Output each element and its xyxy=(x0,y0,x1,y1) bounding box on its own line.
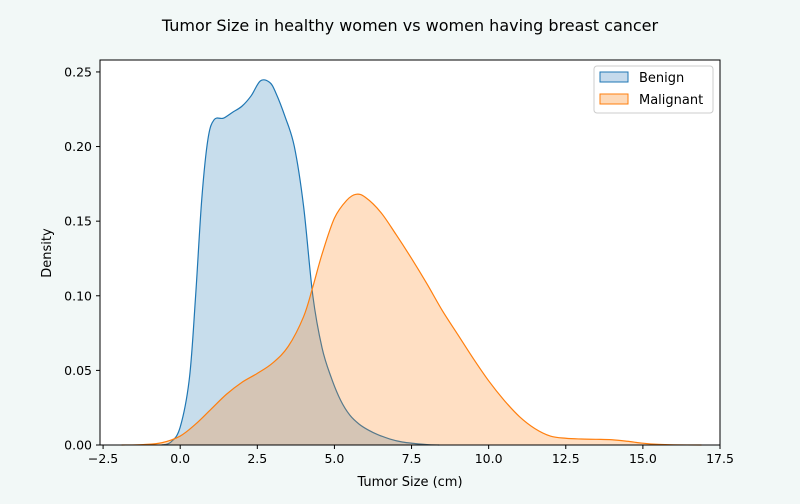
plot-background xyxy=(100,60,720,445)
legend-label-malignant: Malignant xyxy=(639,93,703,108)
y-tick-label: 0.00 xyxy=(64,438,92,453)
legend-label-benign: Benign xyxy=(639,71,684,86)
y-tick-label: 0.05 xyxy=(64,363,92,378)
x-tick-label: 15.0 xyxy=(629,451,657,466)
series-layer xyxy=(121,79,702,446)
x-tick-label: 10.0 xyxy=(475,451,503,466)
y-tick-label: 0.20 xyxy=(64,139,92,154)
y-axis: 0.00 0.05 0.10 0.15 0.20 0.25 xyxy=(64,64,100,453)
density-area-malignant xyxy=(121,194,702,445)
x-tick-label: 7.5 xyxy=(402,451,422,466)
density-line-malignant xyxy=(121,193,702,446)
chart-title: Tumor Size in healthy women vs women hav… xyxy=(161,16,659,35)
density-line-benign xyxy=(161,79,440,446)
x-axis: −2.5 0.0 2.5 5.0 7.5 10.0 12.5 15.0 17.5 xyxy=(88,445,734,466)
x-tick-label: 0.0 xyxy=(170,451,190,466)
y-tick-label: 0.10 xyxy=(64,288,92,303)
density-area-benign xyxy=(161,79,440,446)
x-tick-label: 2.5 xyxy=(247,451,267,466)
x-tick-label: 12.5 xyxy=(552,451,580,466)
x-tick-label: 5.0 xyxy=(324,451,344,466)
legend: Benign Malignant xyxy=(593,65,714,114)
y-axis-label: Density xyxy=(40,228,55,278)
plot-frame xyxy=(99,59,721,446)
legend-swatch-malignant xyxy=(599,93,629,105)
x-tick-label: −2.5 xyxy=(88,451,118,466)
x-tick-label: 17.5 xyxy=(706,451,734,466)
y-tick-label: 0.25 xyxy=(64,64,92,79)
legend-swatch-benign xyxy=(599,71,629,83)
x-axis-label: Tumor Size (cm) xyxy=(356,475,462,490)
y-tick-label: 0.15 xyxy=(64,214,92,229)
